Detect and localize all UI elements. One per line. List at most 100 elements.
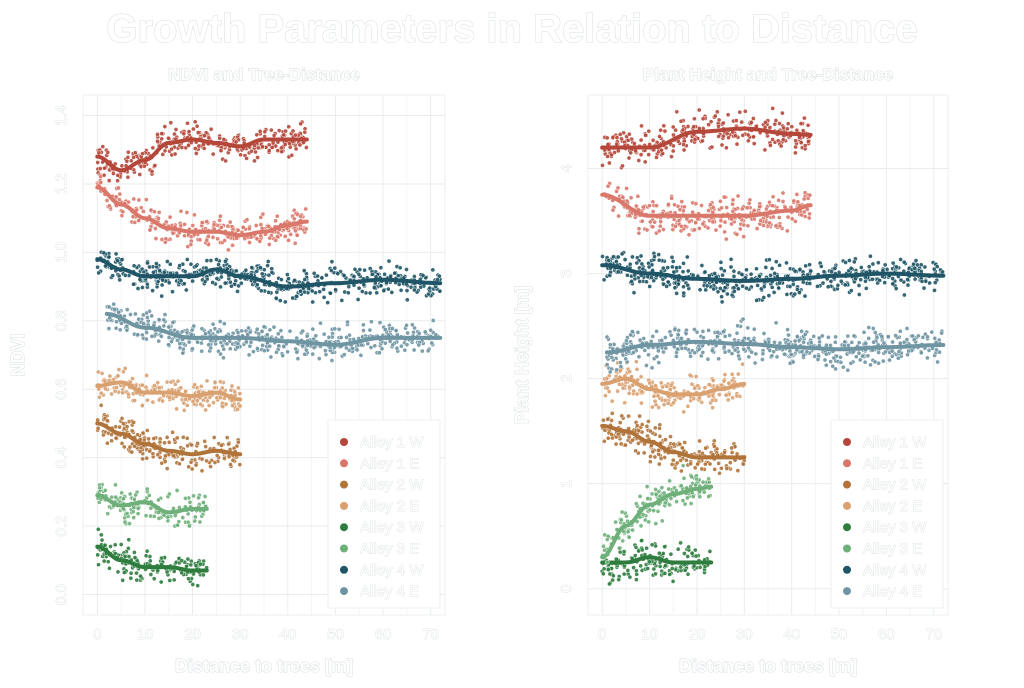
data-point [370,271,375,277]
data-point [632,553,638,558]
data-point [102,488,108,493]
data-point [107,203,112,209]
data-point [235,330,241,335]
data-point [626,155,632,161]
data-point [823,351,829,357]
data-point [254,326,260,332]
x-tick-label: 10 [641,626,658,643]
data-point [116,273,122,279]
data-point [717,470,722,476]
data-point [629,329,635,334]
data-point [604,135,610,141]
data-point [845,333,851,339]
data-point [281,344,287,349]
x-tick-label: 40 [783,626,800,643]
data-point [199,220,205,226]
data-point [195,130,201,135]
data-point [874,335,880,340]
data-point [351,274,357,279]
data-point [773,259,779,265]
data-point [135,506,141,511]
data-point [404,322,409,328]
data-point [255,346,260,351]
data-point [715,289,721,295]
data-point [616,545,622,551]
data-point [709,144,715,150]
data-point [156,497,161,503]
data-point [141,209,146,214]
data-point [378,265,384,271]
data-point [275,331,281,337]
legend-label: Alley 4 E [863,583,922,600]
data-point [228,279,233,285]
data-point [155,380,161,386]
data-point [237,403,243,409]
data-point [610,135,616,141]
data-point [745,138,751,144]
data-point [905,282,911,288]
data-point [849,340,855,345]
data-point [367,290,373,296]
data-point [639,261,645,267]
data-point [172,513,178,519]
data-point [102,378,108,384]
data-point [95,425,101,431]
legend-label: Alley 3 W [863,519,927,536]
data-point [719,205,724,211]
data-point [732,347,738,353]
data-point [188,459,194,465]
data-point [826,334,831,340]
data-point [214,453,220,458]
data-point [669,154,674,159]
data-point [832,266,838,271]
data-point [762,147,768,153]
data-point [685,403,691,409]
data-point [180,457,185,462]
data-point [637,337,643,343]
data-point [840,364,846,370]
data-point [692,137,698,142]
data-point [131,420,137,425]
data-point [678,540,683,546]
trend-line [95,544,209,573]
data-point [615,431,621,437]
data-point [742,108,748,114]
data-point [671,143,676,149]
data-point [699,263,705,268]
data-point [925,355,930,361]
data-point [235,407,240,412]
data-point [182,269,188,274]
x-tick-label: 70 [925,626,942,643]
data-point [911,337,917,343]
data-point [169,146,174,152]
data-point [791,198,797,204]
data-point [426,291,431,297]
legend-marker [340,523,348,532]
data-point [122,366,128,371]
data-point [670,264,675,270]
data-point [700,450,705,456]
data-point [770,106,776,111]
data-point [657,134,662,139]
data-point [822,357,828,363]
data-point [428,327,434,333]
data-point [106,304,112,310]
data-point [833,366,838,372]
data-point [799,328,804,334]
data-point [700,221,706,227]
data-point [204,237,210,243]
data-point [789,216,795,222]
data-point [631,290,637,296]
data-point [106,178,112,183]
data-point [672,202,677,208]
data-point [805,122,811,128]
data-point [823,362,829,368]
data-point [115,373,121,379]
data-point [102,165,107,171]
data-point [145,397,150,403]
data-point [644,423,650,429]
data-point [793,144,798,150]
data-point [274,289,280,295]
data-point [280,353,286,359]
data-point [404,288,410,293]
